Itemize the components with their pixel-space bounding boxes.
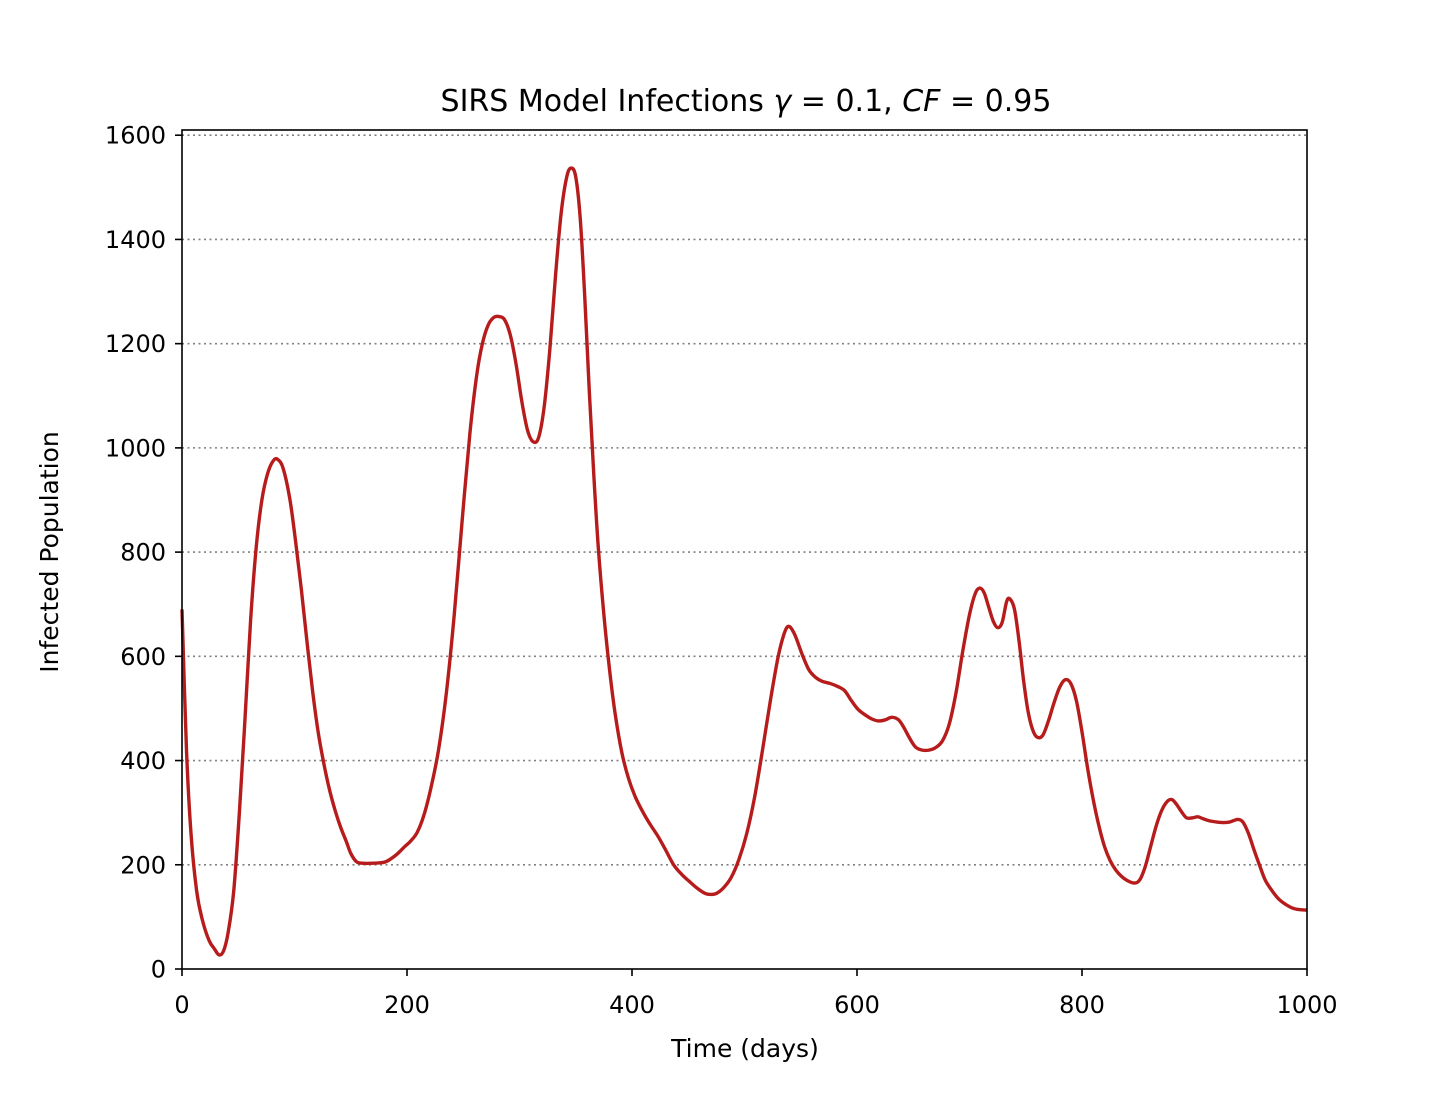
axes-frame: [181, 129, 1308, 970]
title-gamma-value: = 0.1,: [791, 84, 902, 119]
y-tick-label: 1400: [105, 226, 166, 254]
y-tick-label: 1200: [105, 330, 166, 358]
y-axis-label: Infected Population: [35, 431, 64, 673]
axis-ticks: 0 200 400 600 800 1000 1200 1400 1600 0 200 400 600 8…: [105, 122, 1338, 1019]
x-tick-label: 600: [834, 991, 880, 1019]
y-tick-label: 200: [120, 851, 166, 879]
chart-title: SIRS Model Infections γ = 0.1, CF = 0.95: [441, 84, 1052, 119]
title-prefix: SIRS Model Infections: [441, 84, 774, 119]
x-tick-label: 800: [1059, 991, 1105, 1019]
x-axis-label: Time (days): [670, 1034, 819, 1063]
y-tick-label: 400: [120, 747, 166, 775]
y-tick-label: 0: [151, 956, 166, 984]
x-tick-label: 200: [384, 991, 430, 1019]
grid-lines: [182, 134, 1307, 866]
y-tick-label: 1600: [105, 122, 166, 150]
series-layer: [180, 166, 1308, 957]
title-cf-symbol: CF: [902, 84, 941, 119]
y-tick-label: 600: [120, 643, 166, 671]
y-tick-label: 1000: [105, 434, 166, 462]
title-gamma-symbol: γ: [773, 84, 793, 119]
y-tick-label: 800: [120, 539, 166, 567]
x-tick-label: 0: [174, 991, 189, 1019]
x-tick-label: 400: [609, 991, 655, 1019]
title-cf-value: = 0.95: [940, 84, 1051, 119]
series-line-infected: [180, 166, 1308, 957]
x-tick-label: 1000: [1276, 991, 1337, 1019]
